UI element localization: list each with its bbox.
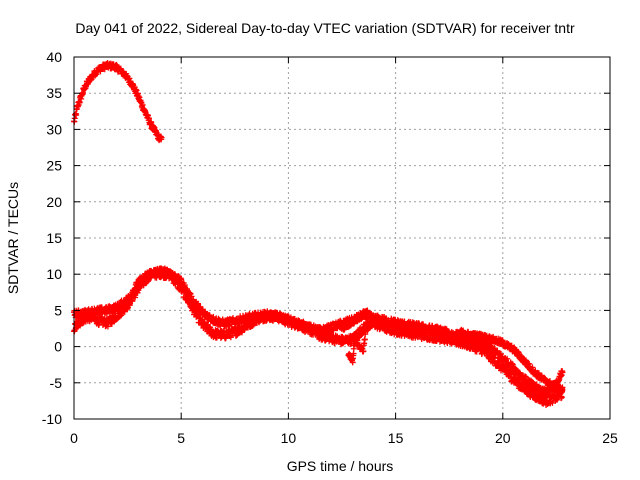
y-tick-label: 40: [46, 49, 62, 65]
series-low-band-b: [71, 265, 566, 399]
data-point: [124, 305, 131, 312]
x-tick-label: 0: [70, 430, 78, 446]
data-point: [139, 101, 146, 108]
data-point: [188, 293, 195, 300]
y-axis-label: SDTVAR / TECUs: [5, 182, 21, 294]
data-point: [104, 323, 111, 330]
chart-title: Day 041 of 2022, Sidereal Day-to-day VTE…: [75, 20, 575, 36]
data-point: [558, 394, 565, 401]
x-axis-label: GPS time / hours: [287, 458, 394, 474]
data-point: [187, 290, 194, 297]
series-arc-high: [71, 59, 165, 144]
data-point: [194, 300, 201, 307]
y-tick-label: 30: [46, 121, 62, 137]
data-point: [227, 334, 234, 341]
y-tick-label: 35: [46, 85, 62, 101]
y-tick-label: 20: [46, 194, 62, 210]
x-tick-label: 15: [388, 430, 404, 446]
y-tick-label: 15: [46, 230, 62, 246]
data-point: [148, 119, 155, 126]
y-tick-label: 10: [46, 266, 62, 282]
x-tick-label: 20: [495, 430, 511, 446]
y-tick-label: -10: [42, 411, 62, 427]
y-tick-label: 5: [54, 302, 62, 318]
x-tick-label: 10: [281, 430, 297, 446]
grid: [74, 57, 610, 419]
y-tick-label: 25: [46, 158, 62, 174]
y-tick-label: 0: [54, 339, 62, 355]
data-points: [71, 59, 566, 409]
data-point: [158, 134, 165, 141]
y-tick-label: -5: [50, 375, 63, 391]
x-tick-label: 5: [177, 430, 185, 446]
data-point: [495, 359, 502, 366]
x-tick-label: 25: [602, 430, 618, 446]
